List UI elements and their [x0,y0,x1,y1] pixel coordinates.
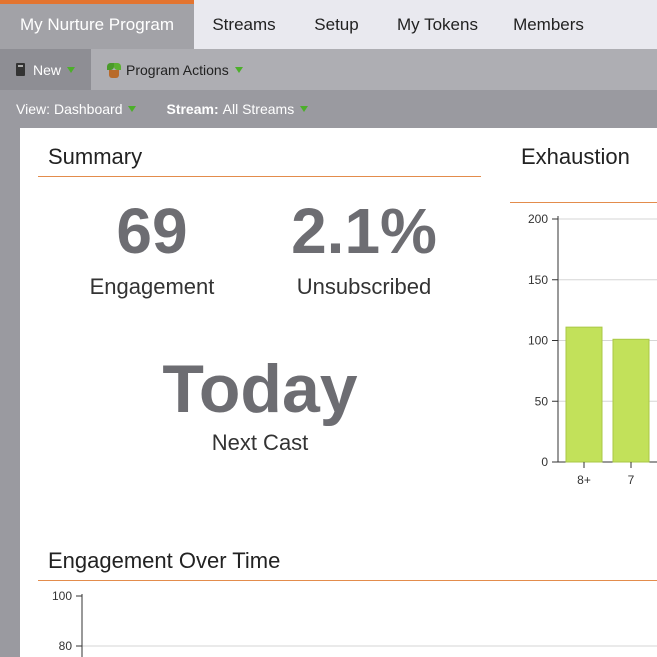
bar [565,326,603,463]
plant-pot-icon [106,62,122,78]
engagement-label: Engagement [89,274,215,299]
y-tick-label: 100 [528,334,548,348]
y-tick-label: 80 [59,639,73,653]
program-actions-label: Program Actions [126,61,229,78]
exhaustion-chart: 0 50 100 150 200 8+ 7 [528,212,657,487]
tab-my-nurture-program[interactable]: My Nurture Program [0,0,194,49]
new-button-label: New [33,61,62,78]
dropdown-caret-icon [234,66,243,73]
y-tick-label: 100 [52,590,72,603]
y-tick-label: 200 [528,212,548,226]
exhaustion-divider [510,202,657,203]
engagement-over-time-title: Engagement Over Time [48,548,281,573]
tab-my-tokens[interactable]: My Tokens [397,14,478,34]
summary-divider [38,176,481,177]
view-value: Dashboard [53,101,123,117]
toolbar: New Program Actions [0,49,657,90]
next-cast-label: Next Cast [211,430,309,455]
y-tick-label: 0 [541,455,548,469]
view-label: View: [16,101,50,117]
x-tick-label: 7 [628,473,635,487]
dropdown-caret-icon [300,106,309,112]
summary-title: Summary [48,144,143,169]
engagement-over-time-divider [38,580,657,581]
top-tab-bar: My Nurture Program Streams Setup My Toke… [0,0,657,49]
engagement-over-time-chart: 80 100 [52,590,657,657]
stream-value: All Streams [222,101,295,117]
new-button[interactable]: New [0,49,91,90]
view-bar: View: Dashboard Stream: All Streams [0,90,657,128]
bar [612,338,650,463]
stream-selector[interactable]: Stream: All Streams [166,101,309,117]
y-tick-label: 50 [535,394,549,408]
engagement-value: 69 [116,195,188,267]
view-selector[interactable]: View: Dashboard [16,101,137,117]
program-actions-button[interactable]: Program Actions [91,49,243,90]
stream-label: Stream: [166,101,219,117]
x-tick-label: 8+ [577,473,591,487]
dropdown-caret-icon [67,66,76,73]
dropdown-caret-icon [128,106,137,112]
dashboard-panel: Summary 69 Engagement 2.1% Unsubscribed … [20,128,657,657]
tab-streams[interactable]: Streams [212,14,276,34]
book-icon [16,63,25,76]
next-cast-value: Today [162,351,358,427]
tab-setup[interactable]: Setup [314,14,359,34]
tab-members[interactable]: Members [513,14,584,34]
exhaustion-title: Exhaustion [521,144,630,169]
unsubscribed-value: 2.1% [291,195,437,267]
unsubscribed-label: Unsubscribed [296,274,432,299]
y-tick-label: 150 [528,273,548,287]
